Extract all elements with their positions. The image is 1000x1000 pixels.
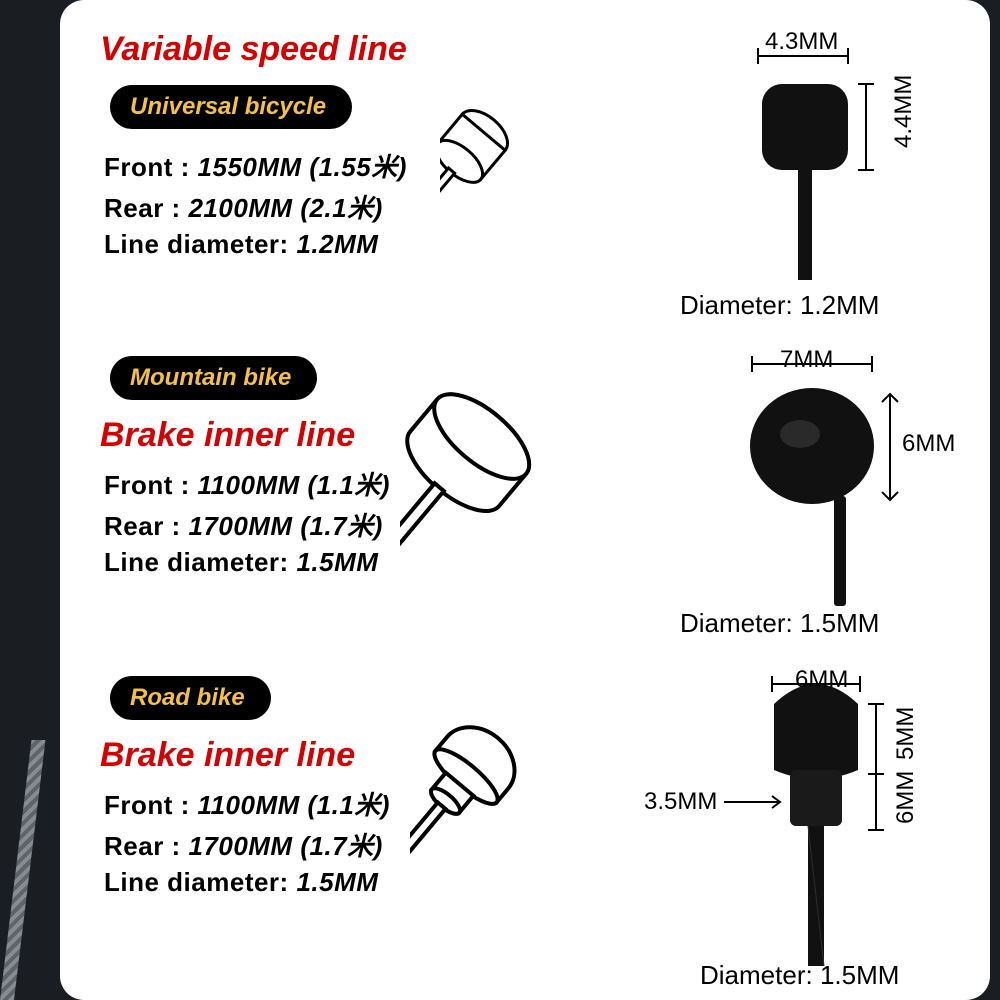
spec-value: 1.5MM <box>296 867 378 897</box>
section-mountain-brake: Mountain bike Brake inner line Front : 1… <box>100 350 960 670</box>
dim-h2-3: 6MM <box>892 771 920 824</box>
section-variable-speed: Variable speed line Universal bicycle Fr… <box>100 30 960 350</box>
spec-panel: Variable speed line Universal bicycle Fr… <box>60 0 990 1000</box>
dim-collar-3: 3.5MM <box>644 788 717 816</box>
spec-value: 1700MM (1.7米) <box>188 831 382 861</box>
section-road-brake: Road bike Brake inner line Front : 1100M… <box>100 670 960 1000</box>
spec-label: Front : <box>104 790 190 820</box>
dim-h1-3: 5MM <box>892 707 920 760</box>
diam-label-3: Diameter: 1.5MM <box>700 960 899 991</box>
spec-value: 1100MM (1.1米) <box>198 790 390 820</box>
spec-label: Rear : <box>104 511 181 541</box>
badge-mountain: Mountain bike <box>110 356 317 400</box>
diam-label-1: Diameter: 1.2MM <box>680 290 879 321</box>
dim-width-2: 7MM <box>780 346 833 374</box>
head-black-mushroom-icon <box>720 670 970 970</box>
dim-width-3: 6MM <box>795 666 848 694</box>
spec-value: 1100MM (1.1米) <box>198 470 390 500</box>
diam-label-2: Diameter: 1.5MM <box>680 608 879 639</box>
spec-label: Line diameter: <box>104 547 289 577</box>
spec-value: 1550MM (1.55米) <box>198 152 407 182</box>
spec-label: Front : <box>104 152 190 182</box>
spec-value: 1700MM (1.7米) <box>188 511 382 541</box>
diam-value: 1.5MM <box>800 608 879 638</box>
badge-universal: Universal bicycle <box>110 85 352 129</box>
spec-label: Rear : <box>104 831 181 861</box>
spec-label: Rear : <box>104 193 181 223</box>
diam-value: 1.5MM <box>820 960 899 990</box>
spec-value: 1.5MM <box>296 547 378 577</box>
outline-drawing-disc-icon <box>400 350 730 610</box>
dim-width-1: 4.3MM <box>765 28 838 56</box>
dim-height-1: 4.4MM <box>890 75 918 148</box>
head-black-disc-icon <box>730 350 960 610</box>
dim-height-2: 6MM <box>902 430 955 458</box>
diam-text: Diameter: <box>700 960 813 990</box>
head-black-barrel-icon <box>740 42 950 292</box>
diam-value: 1.2MM <box>800 290 879 320</box>
badge-road: Road bike <box>110 676 271 720</box>
spec-value: 1.2MM <box>296 229 378 259</box>
diam-text: Diameter: <box>680 290 793 320</box>
spec-label: Line diameter: <box>104 867 289 897</box>
outline-drawing-barrel-icon <box>440 60 740 300</box>
diam-text: Diameter: <box>680 608 793 638</box>
spec-value: 2100MM (2.1米) <box>188 193 382 223</box>
spec-label: Front : <box>104 470 190 500</box>
spec-label: Line diameter: <box>104 229 289 259</box>
